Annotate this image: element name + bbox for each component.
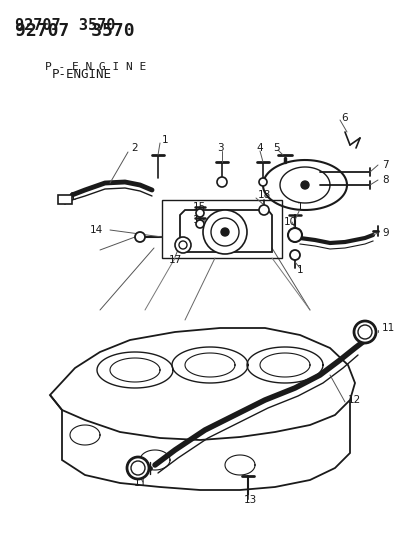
Circle shape [202,210,247,254]
Circle shape [289,250,299,260]
Text: P - E N G I N E: P - E N G I N E [45,62,146,72]
Circle shape [259,205,268,215]
Circle shape [287,228,301,242]
Text: 17: 17 [168,255,181,265]
Text: 1: 1 [296,265,303,275]
Text: 11: 11 [381,323,394,333]
Text: 1: 1 [70,192,76,202]
Text: 92707  3570: 92707 3570 [15,22,134,40]
Text: 92707  3570: 92707 3570 [15,18,115,33]
Text: 9: 9 [381,228,388,238]
Text: 7: 7 [381,160,388,170]
Circle shape [211,218,238,246]
Text: 15: 15 [192,202,206,212]
Bar [58,195,72,204]
Text: P-ENGINE: P-ENGINE [52,68,112,81]
Text: 1: 1 [161,135,168,145]
Text: 3: 3 [216,143,223,153]
Circle shape [195,209,204,217]
Circle shape [135,232,145,242]
Text: 2: 2 [131,143,138,153]
Text: 12: 12 [347,395,361,405]
Text: 1: 1 [296,202,303,212]
Circle shape [216,177,226,187]
Circle shape [357,325,371,339]
Text: 4: 4 [256,143,263,153]
Circle shape [300,181,308,189]
Text: 5: 5 [273,143,280,153]
Text: 6: 6 [341,113,347,123]
Circle shape [175,237,190,253]
Bar [161,200,281,258]
Text: 8: 8 [381,175,388,185]
Circle shape [353,321,375,343]
Text: 14: 14 [90,225,103,235]
Circle shape [131,461,145,475]
Circle shape [178,241,187,249]
Circle shape [127,457,149,479]
Circle shape [221,228,228,236]
Text: 16: 16 [192,215,206,225]
Text: 18: 18 [257,190,271,200]
Text: 13: 13 [243,495,256,505]
Circle shape [259,178,266,186]
Text: 11: 11 [133,478,146,488]
Text: 10: 10 [283,217,296,227]
Circle shape [195,220,204,228]
